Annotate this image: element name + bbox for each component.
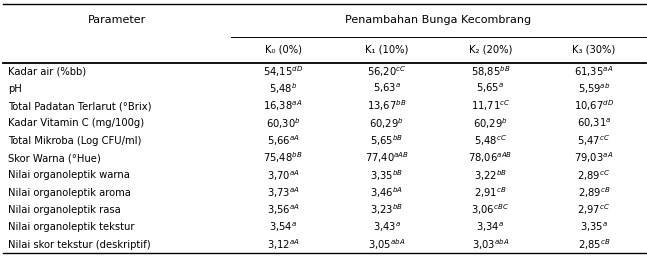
Text: 2,85$^{cB}$: 2,85$^{cB}$ — [578, 237, 610, 252]
Text: 10,67$^{dD}$: 10,67$^{dD}$ — [574, 99, 614, 113]
Text: 5,63$^{a}$: 5,63$^{a}$ — [373, 82, 400, 95]
Text: Parameter: Parameter — [88, 15, 146, 26]
Text: K₁ (10%): K₁ (10%) — [365, 45, 408, 55]
Text: 61,35$^{aA}$: 61,35$^{aA}$ — [575, 64, 613, 79]
Text: 77,40$^{aAB}$: 77,40$^{aAB}$ — [365, 151, 409, 165]
Text: 16,38$^{aA}$: 16,38$^{aA}$ — [263, 99, 303, 113]
Text: 60,29$^{b}$: 60,29$^{b}$ — [369, 116, 404, 131]
Text: 5,48$^{cC}$: 5,48$^{cC}$ — [474, 133, 507, 148]
Text: Skor Warna (°Hue): Skor Warna (°Hue) — [8, 153, 101, 163]
Text: K₀ (0%): K₀ (0%) — [265, 45, 302, 55]
Text: Total Mikroba (Log CFU/ml): Total Mikroba (Log CFU/ml) — [8, 136, 142, 146]
Text: 5,65$^{a}$: 5,65$^{a}$ — [476, 82, 505, 95]
Text: Nilai organoleptik warna: Nilai organoleptik warna — [8, 170, 130, 180]
Text: 3,12$^{aA}$: 3,12$^{aA}$ — [267, 237, 300, 252]
Text: 54,15$^{dD}$: 54,15$^{dD}$ — [263, 64, 303, 79]
Text: 3,22$^{bB}$: 3,22$^{bB}$ — [474, 168, 507, 183]
Text: 3,70$^{aA}$: 3,70$^{aA}$ — [267, 168, 300, 183]
Text: 5,48$^{b}$: 5,48$^{b}$ — [269, 81, 298, 96]
Text: 3,56$^{aA}$: 3,56$^{aA}$ — [267, 203, 300, 218]
Text: Kadar air (%bb): Kadar air (%bb) — [8, 66, 87, 76]
Text: 5,59$^{ab}$: 5,59$^{ab}$ — [578, 81, 610, 96]
Text: 3,34$^{a}$: 3,34$^{a}$ — [476, 221, 505, 234]
Text: 2,97$^{cC}$: 2,97$^{cC}$ — [577, 203, 611, 218]
Text: 3,23$^{bB}$: 3,23$^{bB}$ — [370, 203, 403, 218]
Text: K₂ (20%): K₂ (20%) — [468, 45, 512, 55]
Text: 11,71$^{cC}$: 11,71$^{cC}$ — [470, 99, 510, 113]
Text: 5,47$^{cC}$: 5,47$^{cC}$ — [577, 133, 611, 148]
Text: 75,48$^{bB}$: 75,48$^{bB}$ — [263, 151, 303, 165]
Text: 3,35$^{bB}$: 3,35$^{bB}$ — [370, 168, 403, 183]
Text: Nilai skor tekstur (deskriptif): Nilai skor tekstur (deskriptif) — [8, 240, 151, 250]
Text: 5,65$^{bB}$: 5,65$^{bB}$ — [370, 133, 403, 148]
Text: 3,05$^{abA}$: 3,05$^{abA}$ — [368, 237, 406, 252]
Text: 56,20$^{cC}$: 56,20$^{cC}$ — [367, 64, 406, 79]
Text: 2,91$^{cB}$: 2,91$^{cB}$ — [474, 185, 507, 200]
Text: Kadar Vitamin C (mg/100g): Kadar Vitamin C (mg/100g) — [8, 119, 144, 129]
Text: Nilai organoleptik rasa: Nilai organoleptik rasa — [8, 205, 121, 215]
Text: 3,43$^{a}$: 3,43$^{a}$ — [373, 221, 400, 234]
Text: 3,54$^{a}$: 3,54$^{a}$ — [269, 221, 297, 234]
Text: 60,30$^{b}$: 60,30$^{b}$ — [266, 116, 301, 131]
Text: Total Padatan Terlarut (°Brix): Total Padatan Terlarut (°Brix) — [8, 101, 152, 111]
Text: 60,29$^{b}$: 60,29$^{b}$ — [473, 116, 508, 131]
Text: K₃ (30%): K₃ (30%) — [573, 45, 615, 55]
Text: Nilai organoleptik tekstur: Nilai organoleptik tekstur — [8, 222, 135, 232]
Text: 5,66$^{aA}$: 5,66$^{aA}$ — [267, 133, 300, 148]
Text: 60,31$^{a}$: 60,31$^{a}$ — [576, 117, 611, 130]
Text: 58,85$^{bB}$: 58,85$^{bB}$ — [470, 64, 510, 79]
Text: Penambahan Bunga Kecombrang: Penambahan Bunga Kecombrang — [345, 15, 532, 26]
Text: 3,46$^{bA}$: 3,46$^{bA}$ — [370, 185, 403, 200]
Text: 2,89$^{cC}$: 2,89$^{cC}$ — [577, 168, 611, 183]
Text: 3,35$^{a}$: 3,35$^{a}$ — [580, 221, 608, 234]
Text: Nilai organoleptik aroma: Nilai organoleptik aroma — [8, 188, 131, 198]
Text: 13,67$^{bB}$: 13,67$^{bB}$ — [367, 99, 406, 113]
Text: 2,89$^{cB}$: 2,89$^{cB}$ — [578, 185, 610, 200]
Text: 3,03$^{abA}$: 3,03$^{abA}$ — [472, 237, 509, 252]
Text: 79,03$^{aA}$: 79,03$^{aA}$ — [575, 151, 613, 165]
Text: 78,06$^{aAB}$: 78,06$^{aAB}$ — [468, 151, 512, 165]
Text: 3,73$^{aA}$: 3,73$^{aA}$ — [267, 185, 300, 200]
Text: pH: pH — [8, 84, 22, 94]
Text: 3,06$^{cBC}$: 3,06$^{cBC}$ — [472, 203, 509, 218]
